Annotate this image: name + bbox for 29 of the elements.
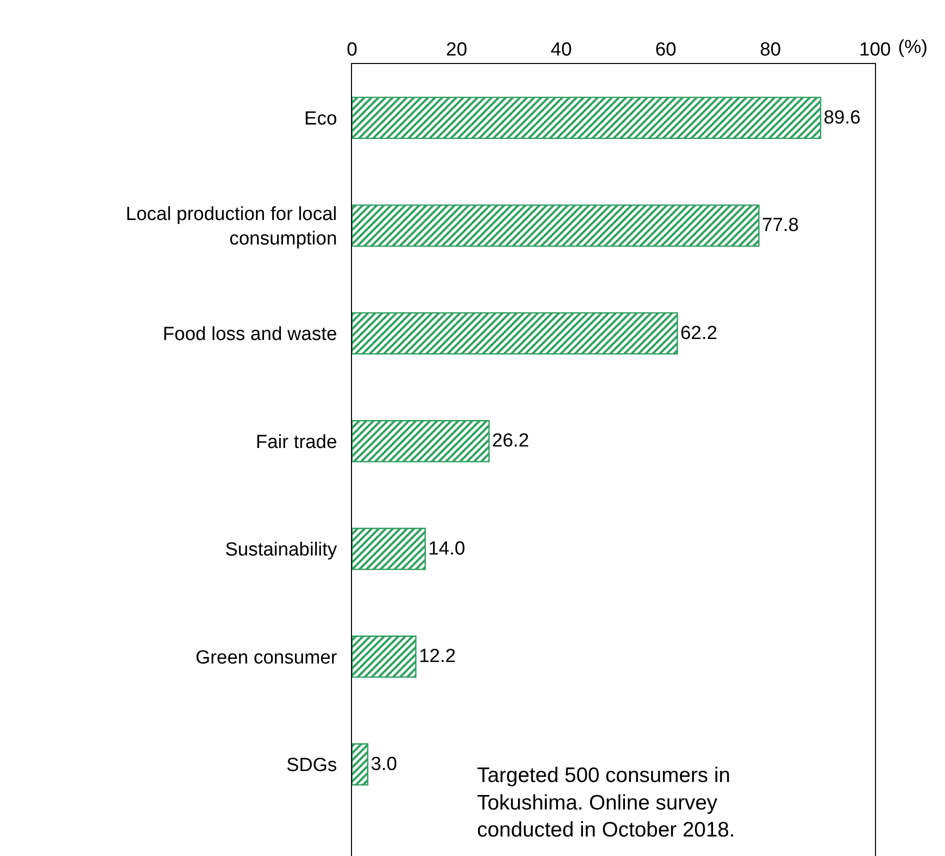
data-label: 62.2 — [680, 322, 718, 344]
data-label: 3.0 — [370, 754, 398, 775]
bar — [352, 312, 678, 355]
y-tick-label: SDGs — [286, 755, 338, 776]
data-label: 89.6 — [824, 107, 861, 128]
data-label: 12.2 — [418, 646, 456, 668]
bar — [352, 743, 368, 786]
x-tick-label: 0 — [346, 39, 358, 60]
x-tick-label: 100 — [859, 39, 891, 60]
data-label: 77.8 — [762, 215, 799, 236]
x-axis-title: (%) — [898, 37, 928, 58]
x-tick-label: 80 — [760, 39, 781, 60]
data-label: 26.2 — [492, 430, 530, 452]
y-tick-label: Eco — [304, 108, 338, 130]
annotation: Targeted 500 consumers in Tokushima. Online survey conducted in October 2018. — [477, 764, 736, 842]
y-tick-label: Fair trade — [256, 432, 338, 453]
x-tick-label: 20 — [446, 39, 468, 60]
x-tick-label: 40 — [550, 39, 572, 60]
x-tick-label: 60 — [655, 39, 676, 60]
bar — [352, 636, 416, 678]
y-tick-label: Local production for local consumption — [126, 204, 338, 250]
y-tick-label: Food loss and waste — [162, 324, 338, 346]
bar — [352, 204, 760, 247]
data-label: 14.0 — [428, 538, 466, 560]
y-tick-label: Sustainability — [225, 540, 338, 561]
bar — [352, 420, 490, 462]
bar — [352, 528, 426, 570]
y-tick-label: Green consumer — [196, 647, 338, 668]
bar — [352, 96, 822, 139]
